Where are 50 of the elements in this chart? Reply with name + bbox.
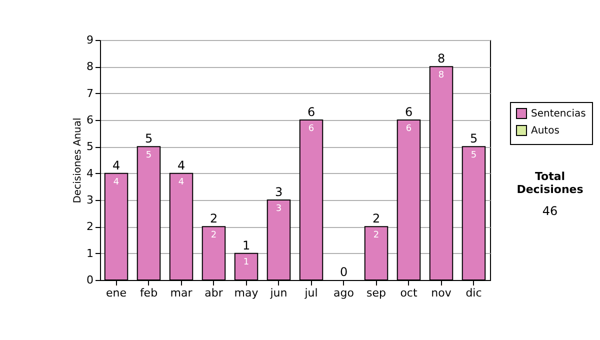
total-label: 6	[404, 105, 413, 119]
legend-label: Sentencias	[531, 108, 586, 120]
x-tick-label: oct	[400, 286, 418, 300]
x-tick-label: nov	[431, 286, 452, 300]
legend-label: Autos	[531, 126, 560, 136]
data-label: 3	[276, 204, 282, 214]
data-label: 5	[146, 150, 152, 161]
x-tick-label: ene	[106, 286, 127, 300]
data-label: 2	[373, 230, 380, 241]
total-label: 6	[307, 105, 316, 119]
y-tick-label: 6	[86, 114, 94, 126]
total-label: 2	[210, 212, 218, 226]
y-tick-label: 7	[86, 86, 94, 100]
data-label: 4	[178, 177, 184, 188]
x-tick-label: ago	[334, 286, 354, 300]
data-label: 1	[243, 257, 250, 268]
total-label: 4	[177, 158, 186, 172]
total-label: 1	[242, 238, 250, 252]
text: 46	[541, 204, 559, 218]
total-label: 3	[274, 185, 283, 199]
total-label: 4	[112, 158, 120, 172]
x-tick-label: abr	[204, 286, 224, 300]
y-tick-label: 5	[86, 140, 94, 154]
total-label: 0	[340, 265, 348, 279]
data-label: 8	[438, 70, 444, 81]
x-tick-label: dic	[466, 286, 482, 300]
x-tick-label: jun	[269, 286, 288, 300]
y-axis-title: Decisiones Anual	[72, 118, 84, 204]
data-label: 4	[113, 177, 120, 188]
data-label: 2	[210, 230, 217, 241]
y-tick-label: 0	[86, 274, 94, 286]
y-tick-label: 8	[86, 60, 94, 74]
total-label: 8	[437, 52, 446, 66]
data-label: 6	[406, 124, 412, 134]
x-tick-label: jul	[304, 286, 318, 300]
y-tick-label: 9	[86, 34, 94, 46]
total-label: 5	[470, 132, 478, 146]
x-tick-label: may	[234, 286, 259, 300]
text: Total Decisiones	[516, 170, 584, 196]
y-tick-label: 1	[86, 246, 94, 260]
total-label: 5	[144, 132, 153, 146]
data-label: 6	[308, 124, 314, 134]
total-label: 2	[372, 212, 380, 226]
y-tick-label: 2	[86, 220, 94, 234]
x-tick-label: sep	[366, 286, 386, 300]
y-tick-label: 3	[86, 194, 94, 206]
x-tick-label: mar	[170, 286, 193, 300]
y-tick-label: 4	[86, 166, 94, 180]
data-label: 5	[470, 150, 477, 161]
x-tick-label: feb	[140, 286, 158, 300]
